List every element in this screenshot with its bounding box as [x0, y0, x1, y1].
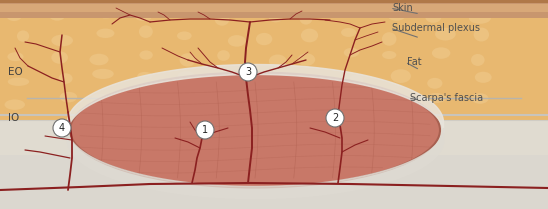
Circle shape — [53, 119, 71, 137]
Ellipse shape — [175, 90, 193, 102]
Ellipse shape — [89, 54, 109, 65]
Ellipse shape — [475, 72, 492, 83]
Ellipse shape — [425, 11, 441, 23]
Text: Skin: Skin — [392, 3, 413, 13]
Ellipse shape — [4, 99, 25, 110]
Ellipse shape — [139, 25, 153, 38]
Ellipse shape — [471, 54, 484, 66]
Ellipse shape — [344, 89, 362, 102]
Ellipse shape — [298, 53, 315, 66]
Ellipse shape — [304, 97, 317, 111]
Text: 2: 2 — [332, 113, 338, 123]
Ellipse shape — [344, 48, 359, 57]
Text: EO: EO — [8, 67, 23, 77]
Ellipse shape — [269, 55, 287, 68]
Bar — [0, 155, 548, 209]
Ellipse shape — [214, 94, 235, 108]
Ellipse shape — [92, 69, 114, 79]
Ellipse shape — [469, 13, 491, 24]
Ellipse shape — [135, 10, 152, 21]
Ellipse shape — [6, 9, 22, 21]
Text: 1: 1 — [202, 125, 208, 135]
Ellipse shape — [52, 35, 73, 46]
Ellipse shape — [301, 29, 318, 42]
Ellipse shape — [217, 71, 236, 81]
Bar — [0, 4, 548, 12]
Ellipse shape — [178, 71, 196, 82]
Ellipse shape — [180, 53, 196, 67]
Text: 4: 4 — [59, 123, 65, 133]
Ellipse shape — [267, 71, 285, 85]
Ellipse shape — [95, 6, 117, 18]
Ellipse shape — [178, 7, 197, 18]
Ellipse shape — [217, 50, 230, 61]
Ellipse shape — [426, 93, 447, 103]
Circle shape — [239, 63, 257, 81]
Ellipse shape — [49, 10, 65, 21]
Ellipse shape — [265, 100, 280, 109]
Ellipse shape — [427, 78, 442, 89]
Text: Scarpa's fascia: Scarpa's fascia — [410, 93, 483, 103]
Ellipse shape — [59, 73, 72, 84]
Ellipse shape — [8, 78, 29, 86]
Circle shape — [196, 121, 214, 139]
Ellipse shape — [391, 69, 411, 83]
Ellipse shape — [70, 73, 440, 187]
Ellipse shape — [387, 8, 406, 21]
Bar — [0, 0, 548, 18]
Ellipse shape — [96, 29, 115, 38]
Ellipse shape — [299, 12, 312, 25]
Ellipse shape — [472, 93, 489, 104]
Ellipse shape — [7, 52, 24, 61]
Ellipse shape — [382, 32, 397, 46]
Ellipse shape — [349, 75, 363, 86]
Text: 3: 3 — [245, 67, 251, 77]
Ellipse shape — [215, 12, 230, 26]
Ellipse shape — [269, 14, 283, 22]
Ellipse shape — [435, 28, 456, 41]
Ellipse shape — [177, 31, 192, 40]
Ellipse shape — [137, 72, 152, 80]
Ellipse shape — [342, 8, 360, 17]
Bar — [0, 0, 548, 120]
Text: Fat: Fat — [407, 57, 421, 67]
Bar — [0, 0, 548, 3]
Ellipse shape — [473, 28, 489, 42]
Ellipse shape — [382, 51, 396, 59]
Ellipse shape — [17, 30, 29, 42]
Text: Subdermal plexus: Subdermal plexus — [392, 23, 480, 33]
Ellipse shape — [256, 33, 272, 45]
Ellipse shape — [147, 100, 160, 108]
Ellipse shape — [341, 28, 356, 37]
Ellipse shape — [393, 97, 413, 106]
Ellipse shape — [52, 51, 68, 64]
Ellipse shape — [432, 47, 450, 59]
Ellipse shape — [91, 94, 110, 107]
Circle shape — [326, 109, 344, 127]
Ellipse shape — [228, 35, 246, 47]
Ellipse shape — [313, 74, 327, 83]
Ellipse shape — [139, 50, 153, 60]
Ellipse shape — [60, 92, 77, 102]
Text: IO: IO — [8, 113, 19, 123]
